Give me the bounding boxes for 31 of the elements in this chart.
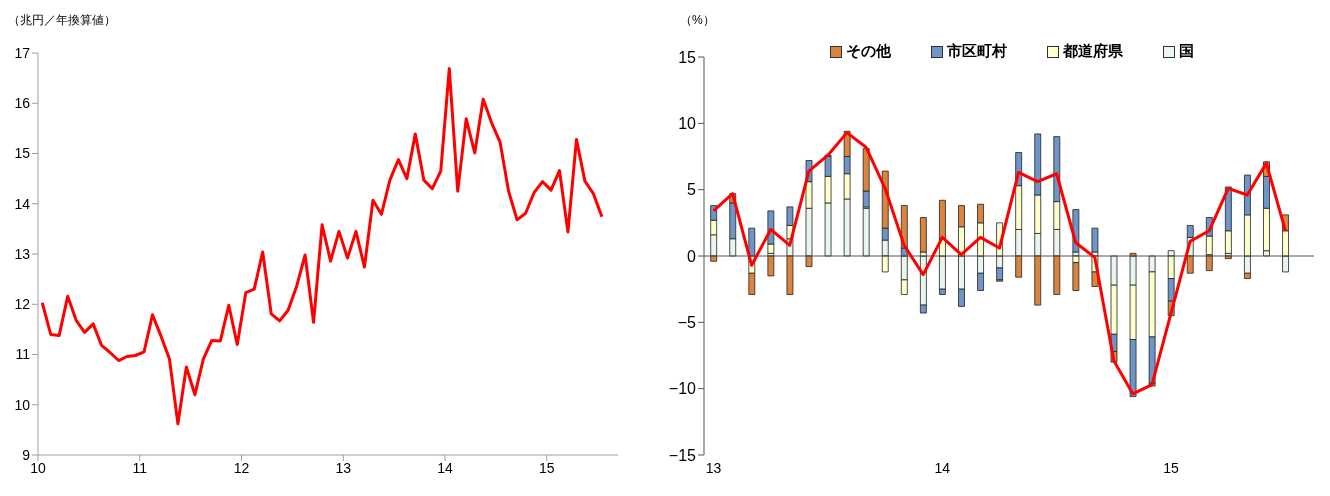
x-tick-label: 15 <box>538 459 555 476</box>
x-tick-label: 11 <box>132 459 148 476</box>
y-tick-label: 16 <box>14 95 31 112</box>
legend-label: 国 <box>1178 42 1194 61</box>
x-tick-label: 12 <box>233 459 250 476</box>
y-tick-label: 14 <box>14 195 31 212</box>
x-tick-label: 14 <box>437 459 454 476</box>
legend-label: 市区町村 <box>946 42 1007 61</box>
y-tick-label: 11 <box>15 346 31 363</box>
x-tick-label: 13 <box>705 459 722 476</box>
y-tick-label: 12 <box>14 296 31 313</box>
y-tick-label: 17 <box>14 44 31 61</box>
y-tick-label: −5 <box>677 314 697 332</box>
y-axis-title: （%） <box>680 12 715 29</box>
y-tick-label: −15 <box>668 446 697 464</box>
x-tick-label: 14 <box>934 459 951 476</box>
y-tick-label: 13 <box>14 245 31 262</box>
y-tick-label: 5 <box>687 181 697 199</box>
y-tick-label: 15 <box>14 145 31 162</box>
x-tick-label: 10 <box>30 459 46 476</box>
y-tick-label: −10 <box>668 380 697 398</box>
y-axis-title: （兆円／年換算値） <box>8 12 116 29</box>
legend-label: 都道府県 <box>1062 42 1123 61</box>
legend-label: その他 <box>845 42 891 61</box>
y-tick-label: 10 <box>678 115 697 133</box>
y-tick-label: 15 <box>678 48 697 66</box>
x-tick-label: 13 <box>335 459 352 476</box>
x-tick-label: 15 <box>1163 459 1180 476</box>
y-tick-label: 10 <box>14 396 31 413</box>
y-tick-label: 9 <box>22 446 31 463</box>
y-tick-label: 0 <box>687 247 697 265</box>
